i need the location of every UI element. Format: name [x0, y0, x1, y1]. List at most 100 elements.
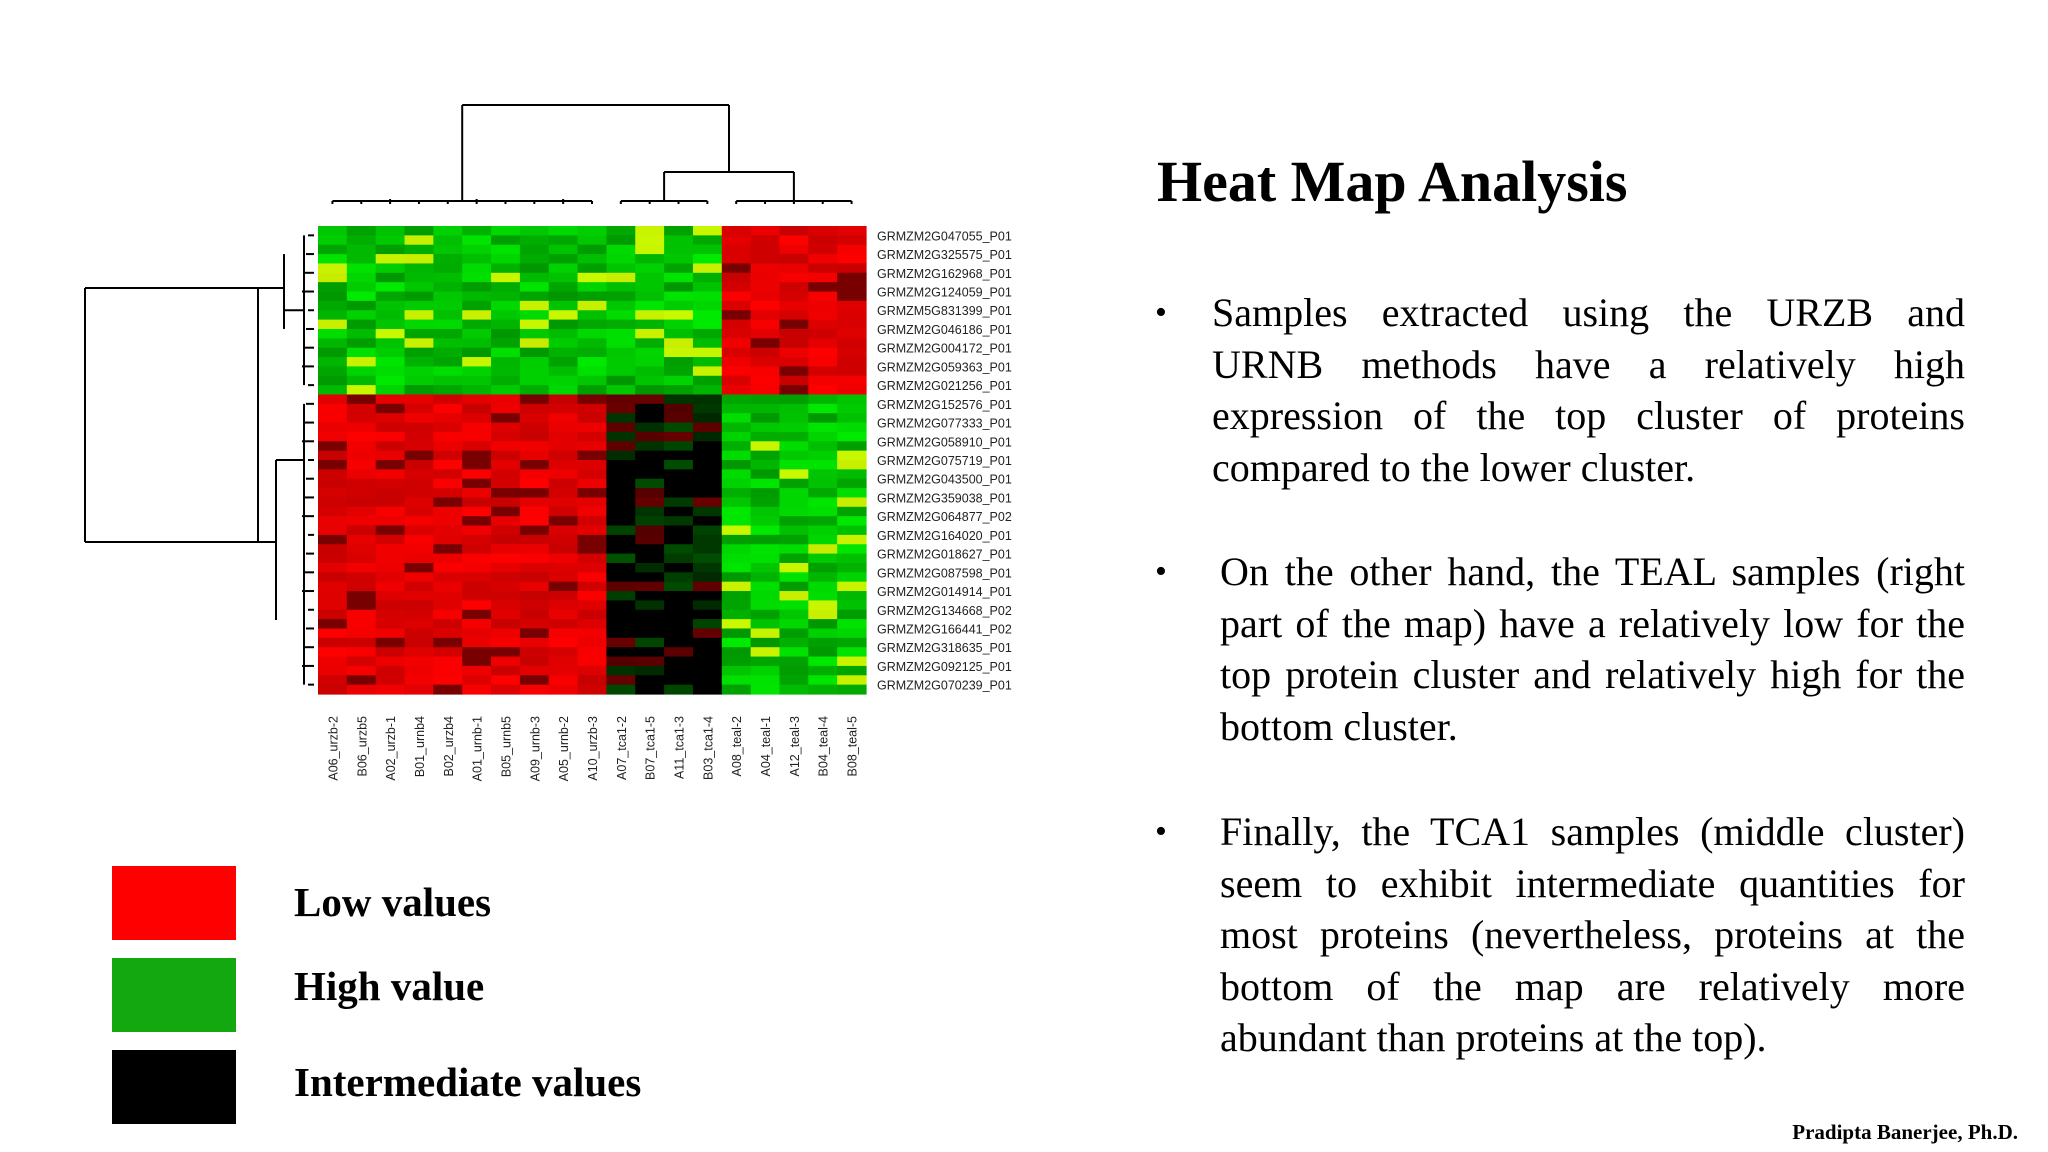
heatmap-cell — [779, 403, 809, 414]
heatmap-cell — [779, 235, 809, 246]
heatmap-cell — [779, 300, 809, 311]
heatmap-cell — [577, 647, 608, 658]
heatmap-cell — [664, 591, 694, 601]
heatmap-cell — [318, 263, 348, 274]
heatmap-cell — [808, 375, 838, 386]
heatmap-cell — [664, 516, 694, 527]
heatmap-cell — [837, 347, 867, 358]
heatmap-cell — [519, 544, 550, 555]
heatmap-cell — [462, 244, 492, 255]
heatmap-cell — [346, 338, 377, 349]
heatmap-cell — [779, 338, 809, 349]
heatmap-cell — [606, 450, 636, 461]
heatmap-cell — [548, 572, 579, 583]
heatmap-cell — [375, 310, 406, 321]
heatmap-cell — [433, 506, 463, 517]
heatmap-cell — [606, 319, 636, 330]
heatmap-cell — [462, 684, 492, 695]
heatmap-cell — [837, 394, 867, 405]
heatmap-cell — [750, 469, 781, 480]
heatmap-cell — [519, 600, 550, 611]
heatmap-cell — [462, 460, 492, 470]
heatmap-cell — [548, 328, 579, 339]
heatmap-cell — [375, 254, 406, 265]
heatmap-cell — [346, 628, 377, 639]
heatmap-cell — [346, 300, 377, 311]
heatmap-cell — [779, 628, 809, 639]
row-label: GRMZM2G092125_P01 — [877, 660, 1012, 674]
heatmap-cell — [375, 403, 406, 414]
heatmap-cell — [404, 562, 434, 573]
heatmap-cell — [808, 328, 838, 339]
heatmap-cell — [433, 385, 463, 396]
heatmap-cell — [462, 310, 492, 321]
legend-low: Low values — [112, 866, 491, 940]
heatmap-cell — [692, 591, 723, 601]
heatmap-cell — [462, 394, 492, 405]
heatmap-cell — [375, 478, 406, 489]
heatmap-cell — [808, 647, 838, 658]
heatmap-cell — [433, 244, 463, 255]
heatmap-cell — [664, 347, 694, 358]
heatmap-cell — [375, 431, 406, 442]
heatmap-cell — [692, 581, 723, 592]
heatmap-figure: GRMZM2G047055_P01 GRMZM2G325575_P01 GRMZM2… — [84, 104, 1012, 781]
heatmap-cell — [548, 647, 579, 658]
heatmap-cell — [721, 544, 752, 555]
heatmap-cell — [635, 338, 665, 349]
heatmap-cell — [375, 553, 406, 564]
heatmap-cell — [433, 319, 463, 330]
heatmap-cell — [750, 431, 781, 442]
heatmap-cell — [635, 366, 665, 377]
heatmap-cell — [635, 525, 665, 536]
heatmap-cell — [375, 581, 406, 592]
heatmap-cell — [318, 244, 348, 255]
heatmap-cell — [721, 675, 752, 686]
heatmap-cell — [404, 366, 434, 377]
heatmap-cell — [750, 310, 781, 321]
heatmap-cell — [519, 441, 550, 452]
heatmap-cell — [664, 572, 694, 583]
heatmap-cell — [721, 656, 752, 667]
heatmap-cell — [491, 291, 521, 302]
heatmap-cell — [837, 609, 867, 620]
heatmap-cell — [779, 619, 809, 630]
heatmap-cell — [346, 422, 377, 433]
heatmap-cell — [491, 506, 521, 517]
heatmap-cell — [404, 600, 434, 611]
heatmap-cell — [548, 525, 579, 536]
heatmap-cell — [721, 357, 752, 367]
heatmap-cell — [577, 319, 608, 330]
heatmap-cell — [692, 422, 723, 433]
heatmap-cell — [606, 665, 636, 676]
heatmap-cell — [664, 282, 694, 293]
heatmap-cell — [375, 572, 406, 583]
heatmap-cell — [491, 637, 521, 648]
heatmap-cell — [519, 357, 550, 367]
heatmap-cell — [837, 637, 867, 648]
heatmap-cell — [577, 665, 608, 676]
column-label: B03_tca1-4 — [701, 716, 715, 780]
heatmap-cell — [433, 413, 463, 424]
heatmap-cell — [491, 413, 521, 424]
heatmap-cell — [404, 460, 434, 470]
heatmap-cell — [318, 516, 348, 527]
heatmap-cell — [519, 619, 550, 630]
heatmap-cell — [721, 431, 752, 442]
heatmap-cell — [635, 319, 665, 330]
heatmap-cell — [346, 675, 377, 686]
heatmap-cell — [462, 441, 492, 452]
heatmap-cell — [519, 403, 550, 414]
legend-low-swatch — [112, 866, 236, 940]
heatmap-cell — [375, 450, 406, 461]
heatmap-cell — [577, 413, 608, 424]
heatmap-cell — [750, 319, 781, 330]
heatmap-cell — [548, 534, 579, 545]
heatmap-cell — [462, 450, 492, 461]
heatmap-cell — [750, 263, 781, 274]
heatmap-cell — [346, 460, 377, 470]
heatmap-cell — [750, 394, 781, 405]
heatmap-cell — [433, 235, 463, 246]
heatmap-cell — [808, 403, 838, 414]
heatmap-cell — [721, 684, 752, 695]
